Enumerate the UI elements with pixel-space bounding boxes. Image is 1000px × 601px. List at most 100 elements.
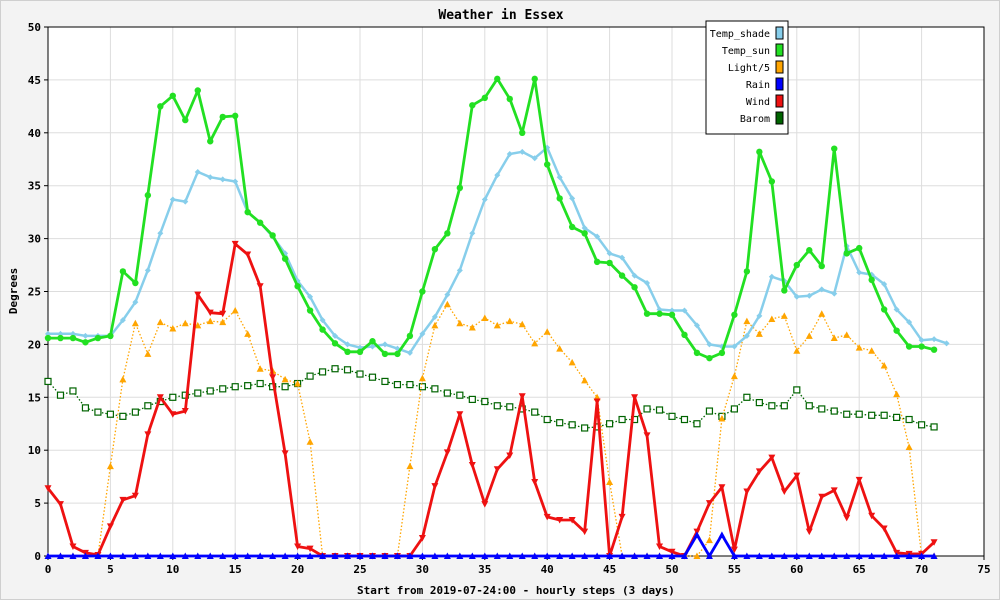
- data-point-temp-shade: [319, 317, 326, 324]
- data-point-temp-sun: [781, 287, 788, 294]
- series-rain: [44, 531, 938, 559]
- x-tick-label: 0: [45, 563, 52, 576]
- data-point-light-5: [755, 330, 763, 337]
- data-point-wind: [418, 535, 426, 542]
- chart-title: Weather in Essex: [438, 8, 563, 23]
- legend-swatch-wind: [775, 94, 784, 108]
- data-point-rain: [119, 552, 127, 559]
- data-point-rain: [69, 552, 77, 559]
- data-point-wind: [718, 484, 726, 491]
- data-point-rain: [743, 552, 751, 559]
- data-point-light-5: [805, 332, 813, 339]
- series-temp-sun: [44, 75, 938, 362]
- data-point-temp-shade: [806, 292, 813, 299]
- data-point-rain: [44, 552, 52, 559]
- data-point-light-5: [730, 372, 738, 380]
- data-point-temp-sun: [107, 332, 114, 340]
- data-point-temp-shade: [207, 174, 214, 181]
- data-point-wind: [518, 393, 526, 400]
- data-point-temp-shade: [644, 280, 651, 287]
- data-point-wind: [556, 517, 564, 524]
- data-point-temp-shade: [481, 196, 488, 203]
- data-point-temp-shade: [856, 269, 863, 276]
- data-point-wind: [805, 528, 813, 536]
- data-point-rain: [593, 552, 601, 559]
- data-point-light-5: [780, 312, 788, 319]
- data-point-rain: [805, 552, 813, 559]
- data-point-light-5: [256, 365, 264, 372]
- data-point-light-5: [156, 318, 164, 326]
- series-line-light-5: [48, 303, 935, 557]
- data-point-light-5: [606, 478, 614, 485]
- data-point-temp-sun: [82, 339, 89, 346]
- data-point-wind: [793, 472, 801, 480]
- data-point-light-5: [743, 317, 751, 325]
- data-point-rain: [506, 552, 514, 559]
- data-point-rain: [56, 552, 64, 559]
- data-point-wind: [830, 487, 838, 494]
- data-point-barom: [493, 402, 501, 410]
- data-point-wind: [780, 488, 788, 495]
- x-tick-label: 20: [291, 563, 304, 576]
- data-point-temp-shade: [681, 307, 688, 314]
- data-point-temp-shade: [831, 290, 838, 297]
- series-layer: [44, 75, 950, 560]
- data-point-light-5: [506, 317, 514, 325]
- data-point-temp-sun: [519, 129, 526, 136]
- data-point-rain: [244, 552, 252, 559]
- data-point-wind: [206, 309, 214, 317]
- data-point-barom: [680, 415, 689, 424]
- data-point-temp-sun: [818, 262, 825, 270]
- data-point-rain: [106, 552, 114, 559]
- data-point-temp-sun: [880, 306, 888, 313]
- data-point-rain: [718, 531, 726, 538]
- data-point-rain: [356, 552, 364, 559]
- series-line-rain: [48, 533, 935, 558]
- data-point-barom: [356, 370, 364, 378]
- legend: Temp_shade Temp_sun Light/5 Rain Wind Barom: [705, 20, 789, 135]
- data-point-rain: [331, 552, 339, 559]
- data-point-barom: [94, 408, 102, 416]
- data-point-wind: [244, 251, 252, 258]
- data-point-temp-sun: [294, 283, 301, 290]
- data-point-barom: [531, 408, 539, 416]
- data-point-barom: [705, 407, 714, 415]
- data-point-temp-sun: [494, 75, 501, 83]
- data-point-rain: [281, 552, 289, 559]
- data-point-wind: [69, 543, 77, 550]
- data-point-temp-sun: [706, 354, 713, 362]
- data-point-temp-sun: [394, 350, 401, 358]
- data-point-rain: [755, 552, 763, 559]
- data-point-wind: [281, 450, 289, 457]
- y-tick-label: 0: [34, 550, 41, 563]
- data-point-wind: [169, 411, 177, 418]
- data-point-temp-sun: [593, 258, 601, 266]
- data-point-rain: [468, 552, 476, 559]
- data-point-wind: [443, 449, 451, 456]
- data-point-wind: [705, 500, 713, 507]
- data-point-rain: [843, 552, 851, 559]
- data-point-temp-sun: [731, 311, 738, 318]
- data-point-rain: [319, 552, 327, 559]
- y-tick-label: 30: [28, 233, 41, 246]
- data-point-barom: [743, 393, 751, 401]
- data-point-light-5: [718, 414, 726, 422]
- data-point-temp-sun: [406, 332, 414, 340]
- data-point-temp-shade: [344, 341, 351, 348]
- data-point-temp-sun: [219, 113, 226, 121]
- data-point-barom: [144, 402, 152, 410]
- data-point-temp-sun: [381, 350, 389, 358]
- data-point-temp-shade: [82, 332, 89, 339]
- data-point-barom: [256, 379, 264, 388]
- data-point-barom: [818, 405, 826, 413]
- data-point-wind: [481, 501, 489, 508]
- x-tick-label: 70: [915, 563, 928, 576]
- data-point-temp-shade: [232, 178, 239, 185]
- data-point-barom: [880, 411, 888, 419]
- data-point-rain: [406, 552, 414, 559]
- data-point-barom: [131, 408, 139, 416]
- data-point-wind: [868, 512, 876, 520]
- data-point-rain: [556, 552, 564, 559]
- data-point-rain: [269, 552, 277, 559]
